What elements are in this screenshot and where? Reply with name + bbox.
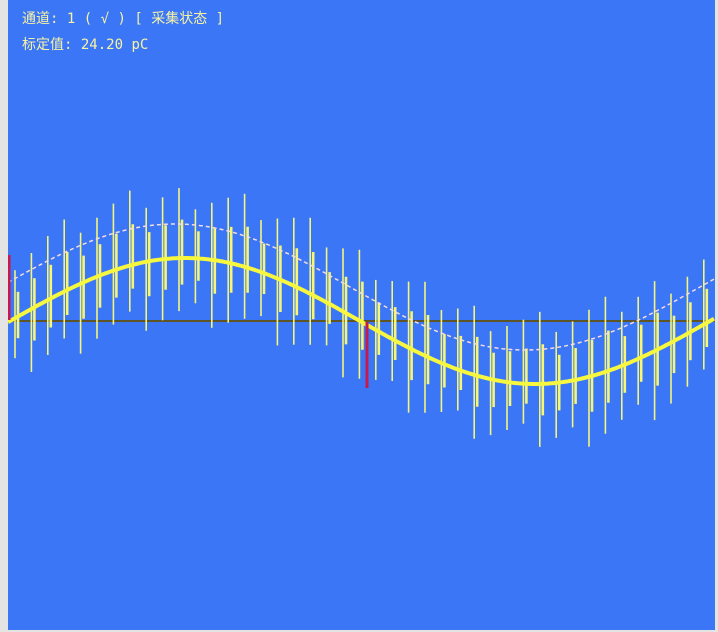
acquisition-mode-label: [ 采集状态 ]: [134, 11, 225, 27]
waveform-plot: [8, 0, 715, 630]
calibration-line: 标定值: 24.20 pC: [22, 36, 148, 54]
channel-status-line: 通道: 1 ( √ ) [ 采集状态 ]: [22, 10, 224, 28]
power-sine-curve: [8, 256, 715, 386]
calibration-label: 标定值:: [22, 37, 73, 53]
channel-check-indicator: ( √ ): [83, 11, 126, 27]
channel-number: 1: [66, 11, 76, 27]
calibration-value: 24.20 pC: [80, 37, 149, 53]
channel-label: 通道:: [22, 11, 59, 27]
reference-sine-curve: [8, 223, 715, 351]
